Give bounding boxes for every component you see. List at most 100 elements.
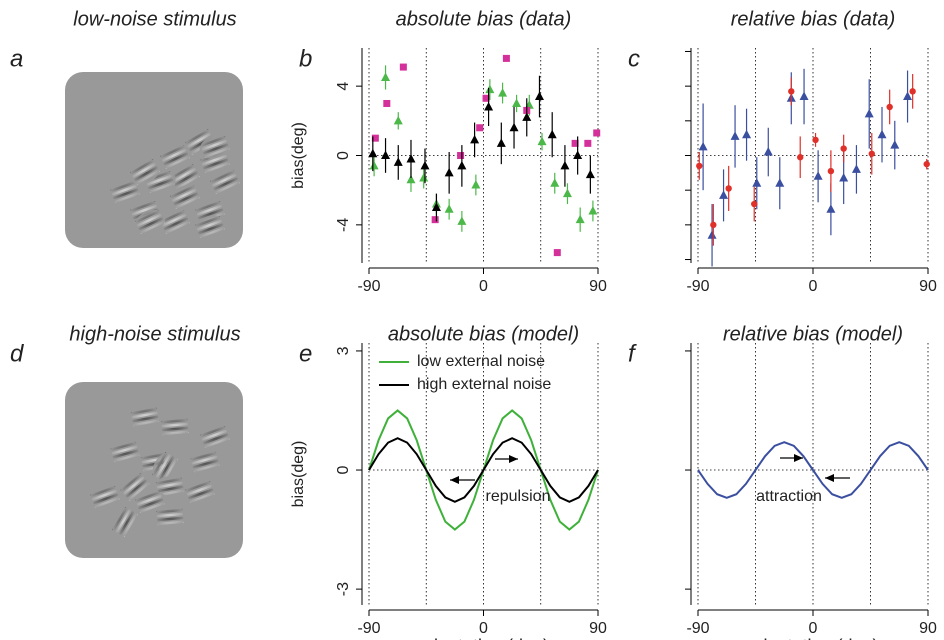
data-point — [444, 204, 454, 213]
gabor-envelope — [159, 415, 191, 439]
data-point — [470, 134, 480, 144]
gabor-patch — [109, 180, 141, 204]
gabor-patch — [134, 490, 166, 514]
data-point — [868, 150, 875, 157]
data-point — [368, 148, 378, 158]
data-point — [485, 84, 495, 94]
data-point — [588, 205, 598, 215]
x-tick-label: -90 — [686, 620, 709, 637]
panel-letter: f — [628, 340, 637, 367]
data-point — [775, 178, 785, 187]
data-point — [406, 174, 416, 184]
gabor-patch — [134, 209, 166, 235]
panel-letter: e — [299, 340, 312, 367]
gabor-patch — [154, 505, 186, 529]
chart-title: relative bias (data) — [731, 8, 896, 30]
data-point — [752, 178, 762, 187]
x-tick-label: -90 — [357, 620, 380, 637]
data-point — [381, 72, 391, 81]
data-point — [812, 136, 819, 144]
data-point — [498, 88, 508, 97]
gabor-patch — [199, 135, 231, 159]
gabor-patch — [169, 184, 201, 210]
legend-label: high external noise — [417, 376, 551, 393]
data-point — [393, 115, 403, 125]
x-tick-label: 90 — [589, 278, 607, 295]
y-tick-label: 4 — [335, 82, 352, 91]
data-point — [560, 160, 570, 170]
data-point — [383, 99, 391, 107]
gabor-envelope — [134, 209, 166, 235]
data-point — [593, 129, 601, 137]
data-point — [573, 150, 583, 159]
data-point — [420, 160, 430, 170]
y-tick-label: 0 — [335, 151, 352, 160]
data-point — [742, 129, 752, 139]
annotation: attraction — [756, 488, 822, 505]
x-axis-label: orientation (deg) — [747, 636, 878, 640]
data-point — [826, 204, 836, 213]
x-tick-label: 90 — [919, 620, 937, 637]
panel-letter: d — [10, 340, 24, 367]
gabor-envelope — [199, 425, 231, 449]
gabor-patch — [194, 215, 226, 239]
gabor-envelope — [120, 473, 150, 501]
data-point — [840, 145, 847, 152]
data-point — [751, 200, 758, 208]
data-point — [585, 169, 595, 179]
gabor-envelope — [209, 169, 241, 195]
gabor-envelope — [112, 507, 138, 537]
x-tick-label: 90 — [589, 620, 607, 637]
gabor-patch — [209, 169, 241, 195]
data-point — [393, 157, 403, 166]
data-point — [419, 173, 429, 182]
data-point — [903, 91, 913, 101]
data-point — [457, 160, 467, 170]
y-axis-label: bias(deg) — [290, 441, 307, 508]
gabor-envelope — [154, 475, 186, 499]
arrow-head — [794, 454, 803, 462]
legend-label: low external noise — [417, 353, 545, 370]
gabor-envelope — [170, 164, 200, 190]
gabor-envelope — [89, 485, 121, 509]
gabor-patch — [154, 475, 186, 499]
data-point — [476, 124, 484, 132]
gabor-patch — [184, 480, 216, 504]
data-point — [864, 108, 874, 118]
data-point — [725, 185, 732, 192]
data-point — [923, 160, 930, 168]
x-tick-label: 0 — [479, 620, 488, 637]
data-point — [369, 160, 379, 170]
gabor-envelope — [194, 215, 226, 239]
y-tick-label: -4 — [335, 218, 352, 232]
data-point — [537, 136, 547, 146]
data-point — [502, 54, 510, 62]
chart-title: absolute bias (model) — [388, 323, 579, 345]
x-tick-label: -90 — [357, 278, 380, 295]
gabor-patch — [159, 144, 191, 170]
data-point — [710, 221, 717, 229]
x-tick-label: -90 — [686, 278, 709, 295]
gabor-envelope — [159, 144, 191, 170]
gabor-envelope — [159, 209, 191, 235]
gabor-patch — [199, 425, 231, 449]
gabor-patch — [129, 405, 161, 429]
gabor-envelope — [129, 405, 161, 429]
data-point — [571, 139, 579, 147]
data-point — [509, 122, 519, 132]
gabor-envelope — [152, 452, 178, 482]
gabor-envelope — [184, 480, 216, 504]
data-point — [547, 129, 557, 139]
data-point — [827, 167, 835, 175]
chart-title: absolute bias (data) — [396, 8, 572, 30]
panel-letter: b — [299, 45, 312, 72]
y-axis-label: bias(deg) — [290, 122, 307, 189]
data-point — [839, 173, 849, 182]
arrow-head — [450, 476, 459, 484]
panel-title: high-noise stimulus — [69, 323, 240, 345]
gabor-envelope — [130, 159, 160, 185]
data-point — [431, 202, 441, 212]
data-point — [813, 171, 823, 180]
